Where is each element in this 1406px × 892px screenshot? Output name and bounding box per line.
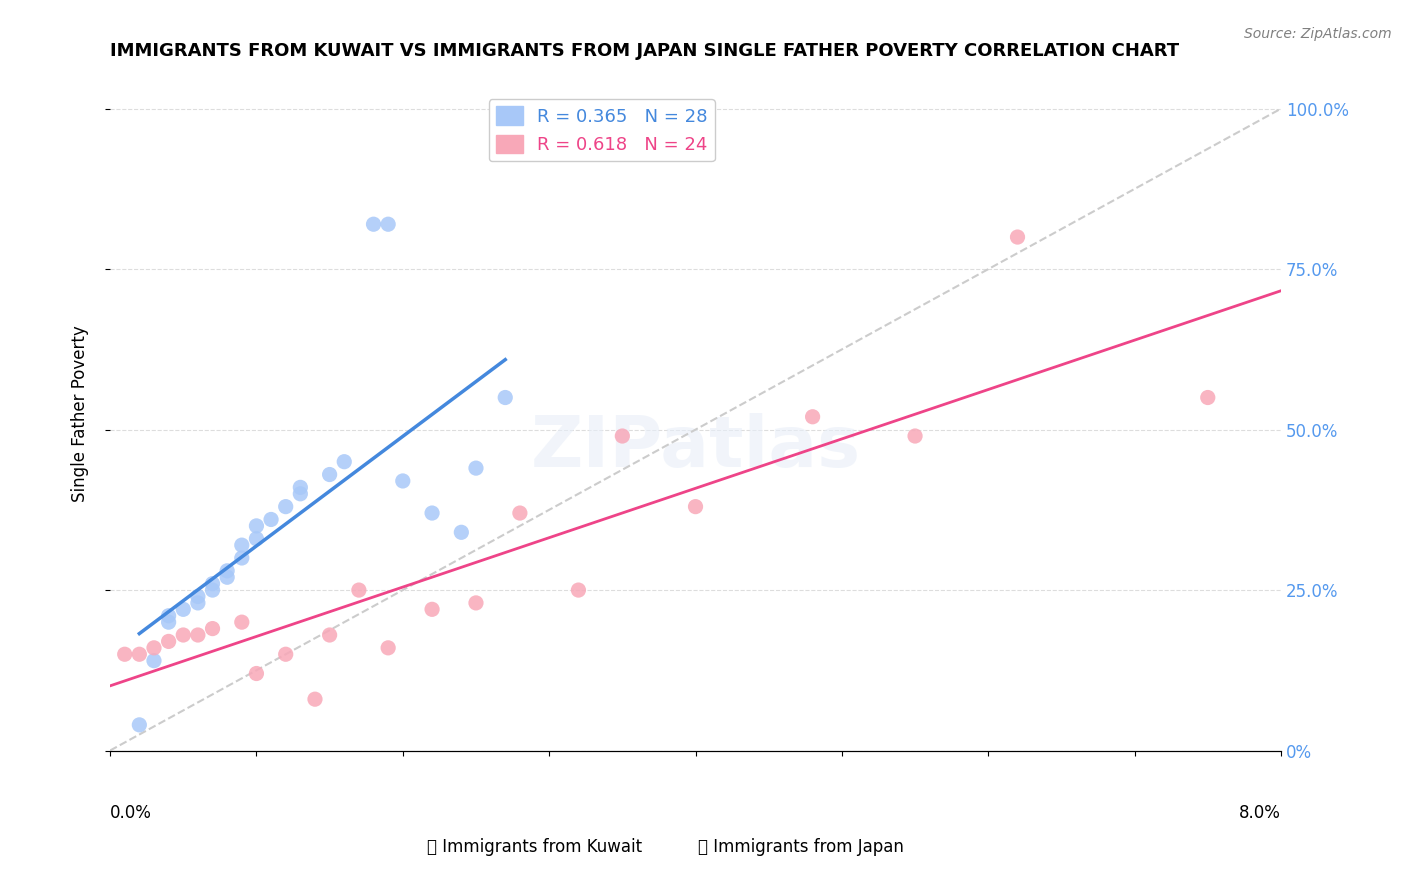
Point bbox=[494, 391, 516, 405]
Point bbox=[274, 647, 297, 661]
Point bbox=[201, 583, 224, 598]
Point bbox=[377, 217, 399, 231]
Point bbox=[391, 474, 413, 488]
Point bbox=[801, 409, 824, 424]
Point bbox=[245, 532, 267, 546]
Point bbox=[465, 596, 488, 610]
Point bbox=[187, 628, 209, 642]
Point bbox=[201, 576, 224, 591]
Point bbox=[201, 622, 224, 636]
Point bbox=[509, 506, 531, 520]
Point bbox=[172, 628, 194, 642]
Point bbox=[231, 551, 253, 566]
Point bbox=[450, 525, 472, 540]
Point bbox=[128, 718, 150, 732]
Point bbox=[290, 487, 312, 501]
Text: 0.0%: 0.0% bbox=[110, 805, 152, 822]
Point bbox=[318, 467, 340, 482]
Point bbox=[245, 519, 267, 533]
Point bbox=[231, 615, 253, 629]
Point bbox=[231, 538, 253, 552]
Point bbox=[685, 500, 707, 514]
Point bbox=[114, 647, 136, 661]
Point bbox=[157, 608, 180, 623]
Point bbox=[377, 640, 399, 655]
Point bbox=[347, 583, 370, 598]
Point bbox=[128, 647, 150, 661]
Point bbox=[465, 461, 488, 475]
Point bbox=[290, 480, 312, 494]
Text: ⬜ Immigrants from Kuwait: ⬜ Immigrants from Kuwait bbox=[426, 838, 643, 855]
Point bbox=[274, 500, 297, 514]
Text: 8.0%: 8.0% bbox=[1239, 805, 1281, 822]
Point bbox=[260, 512, 283, 526]
Text: ⬜ Immigrants from Japan: ⬜ Immigrants from Japan bbox=[699, 838, 904, 855]
Point bbox=[217, 564, 239, 578]
Point bbox=[612, 429, 634, 443]
Point bbox=[143, 654, 166, 668]
Point bbox=[567, 583, 589, 598]
Text: Source: ZipAtlas.com: Source: ZipAtlas.com bbox=[1244, 27, 1392, 41]
Point bbox=[420, 506, 443, 520]
Point bbox=[143, 640, 166, 655]
Point bbox=[420, 602, 443, 616]
Point bbox=[187, 590, 209, 604]
Point bbox=[157, 634, 180, 648]
Text: IMMIGRANTS FROM KUWAIT VS IMMIGRANTS FROM JAPAN SINGLE FATHER POVERTY CORRELATIO: IMMIGRANTS FROM KUWAIT VS IMMIGRANTS FRO… bbox=[110, 42, 1180, 60]
Point bbox=[187, 596, 209, 610]
Point bbox=[318, 628, 340, 642]
Point bbox=[304, 692, 326, 706]
Point bbox=[217, 570, 239, 584]
Y-axis label: Single Father Poverty: Single Father Poverty bbox=[72, 326, 89, 502]
Point bbox=[1197, 391, 1219, 405]
Point bbox=[363, 217, 385, 231]
Point bbox=[157, 615, 180, 629]
Point bbox=[904, 429, 927, 443]
Point bbox=[172, 602, 194, 616]
Legend: R = 0.365   N = 28, R = 0.618   N = 24: R = 0.365 N = 28, R = 0.618 N = 24 bbox=[489, 99, 716, 161]
Point bbox=[1007, 230, 1029, 244]
Point bbox=[333, 455, 356, 469]
Point bbox=[245, 666, 267, 681]
Text: ZIPatlas: ZIPatlas bbox=[530, 413, 860, 482]
